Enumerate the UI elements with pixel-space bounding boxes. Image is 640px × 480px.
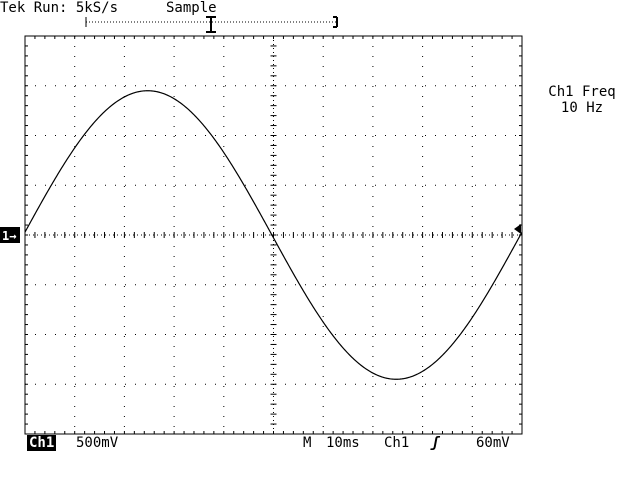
- channel-scale: 500mV: [76, 435, 119, 451]
- trigger-level: 60mV: [476, 435, 510, 451]
- acquisition-status: Tek Run: 5kS/s: [0, 0, 119, 16]
- trigger-source: Ch1: [384, 435, 410, 451]
- trigger-level-marker: [514, 224, 521, 234]
- trigger-position-marker: [206, 16, 216, 33]
- channel-badge: Ch1: [27, 435, 57, 451]
- acquisition-mode: Sample: [166, 0, 217, 16]
- record-length-bar: [85, 16, 338, 28]
- timebase-prefix: M: [303, 435, 312, 451]
- graticule: [24, 35, 523, 435]
- trigger-slope-icon: ʃ: [431, 435, 440, 451]
- svg-text:1→: 1→: [2, 229, 16, 243]
- ch1-ground-marker: 1→: [0, 227, 20, 243]
- measurement-label: Ch1 Freq: [548, 84, 616, 100]
- timebase-value: 10ms: [326, 435, 360, 451]
- measurement-value: 10 Hz: [560, 100, 604, 116]
- ch1-waveform-trace: [24, 90, 523, 380]
